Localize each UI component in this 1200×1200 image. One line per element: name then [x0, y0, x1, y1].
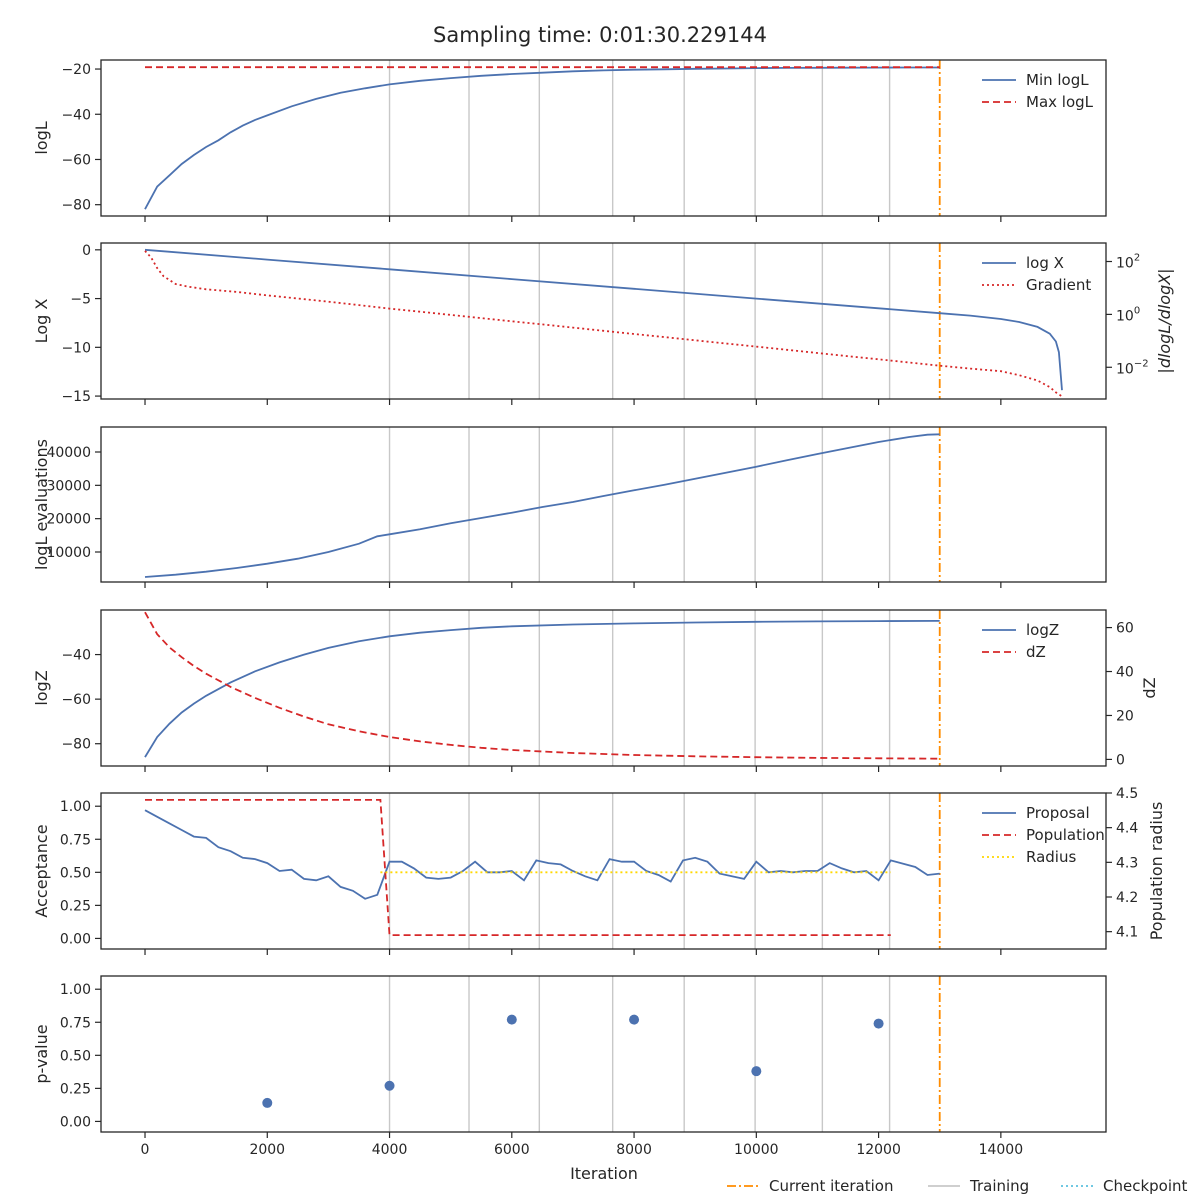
panel-1: −80 −60 −40 −20 logL Min logL Max logL	[32, 59, 1107, 222]
legend-label: Gradient	[1026, 276, 1091, 294]
y-axis-label: logL	[32, 121, 51, 154]
y-tick-label: 10000	[46, 545, 91, 561]
legend-label: logZ	[1026, 621, 1059, 639]
y-tick-label: −10	[61, 340, 91, 356]
y-tick-label: 0.50	[60, 1048, 91, 1064]
y-tick-label: 40000	[46, 445, 91, 461]
series-line-1	[144, 66, 940, 210]
y2-tick-label: 40	[1116, 665, 1134, 681]
x-tick-label: 2000	[249, 1142, 285, 1158]
y2-tick-label: 4.1	[1116, 925, 1138, 941]
x-axis-label: Iteration	[570, 1164, 638, 1183]
data-point	[384, 1080, 395, 1091]
y-tick-label: 1.00	[60, 799, 91, 815]
y-tick-label: 20000	[46, 512, 91, 528]
series-line-1	[144, 248, 1063, 391]
axes-frame	[100, 792, 1107, 950]
panel-2: 0 −5 −10 −15 102 100 10−2 Log X |dlogL/dlogX| log…	[32, 242, 1174, 405]
y2-tick-label: 0	[1116, 752, 1125, 768]
series-line-2	[145, 799, 891, 936]
x-tick-label: 14000	[979, 1142, 1024, 1158]
y-tick-label: 0.75	[60, 832, 91, 848]
data-point	[506, 1014, 517, 1025]
panel-6: 0 2000 4000 6000 8000 10000 12000 14000 0.00 0.25…	[32, 975, 1107, 1158]
axes-frame	[100, 975, 1107, 1133]
data-point	[629, 1014, 640, 1025]
legend-label: Population	[1026, 826, 1105, 844]
y2-axis-label: |dlogL/dlogX|	[1155, 268, 1174, 373]
y2-tick-label: 10−2	[1116, 358, 1149, 377]
x-tick-label: 8000	[616, 1142, 652, 1158]
axes-frame	[100, 609, 1107, 767]
y2-tick-label: 4.4	[1116, 821, 1138, 837]
x-tick-label: 0	[141, 1142, 150, 1158]
y-tick-label: −40	[61, 648, 91, 664]
y-tick-label: 0.25	[60, 1081, 91, 1097]
y-tick-label: −80	[61, 198, 91, 214]
y-tick-label: 0.50	[60, 865, 91, 881]
x-tick-label: 10000	[734, 1142, 779, 1158]
data-point	[262, 1097, 273, 1108]
y2-tick-label: 4.5	[1116, 786, 1138, 802]
y2-tick-label: 102	[1116, 253, 1140, 272]
series-line-1	[144, 620, 940, 758]
bottom-legend-label: Training	[969, 1177, 1029, 1195]
panels: −80 −60 −40 −20 logL Min logL Max logL 0 −5 −10 −1…	[32, 59, 1174, 1158]
bottom-legend-label: Checkpoint	[1103, 1177, 1188, 1195]
figure-title: Sampling time: 0:01:30.229144	[433, 23, 767, 47]
series-line-2	[144, 250, 1063, 398]
y-tick-label: −5	[70, 292, 91, 308]
panel-4: −40 −60 −80 0 20 40 60 logZ dZ logZ dZ	[32, 609, 1159, 772]
legend-label: Radius	[1026, 848, 1076, 866]
series-line-1	[144, 809, 940, 900]
y-axis-label: Acceptance	[32, 824, 51, 917]
y-tick-label: −60	[61, 692, 91, 708]
y-axis-label: p-value	[32, 1024, 51, 1083]
axes-frame	[100, 59, 1107, 217]
y2-axis-label: dZ	[1140, 677, 1159, 698]
legend-label: Proposal	[1026, 804, 1090, 822]
y-tick-label: 1.00	[60, 982, 91, 998]
bottom-legend-label: Current iteration	[769, 1177, 893, 1195]
panel-5: 0.00 0.25 0.50 0.75 1.00 4.1 4.2 4.3 4.4 4.5 Accep…	[32, 786, 1166, 955]
y-tick-label: −80	[61, 737, 91, 753]
legend-label: log X	[1026, 254, 1064, 272]
y-axis-label: Log X	[32, 299, 51, 344]
series-line-2	[144, 611, 940, 760]
bottom-legend: Current iteration Training Checkpoint	[727, 1177, 1188, 1195]
y2-tick-label: 4.3	[1116, 855, 1138, 871]
data-point	[873, 1018, 884, 1029]
y2-tick-label: 100	[1116, 305, 1140, 324]
y2-tick-label: 20	[1116, 708, 1134, 724]
axes-frame	[100, 242, 1107, 400]
axes-frame	[100, 426, 1107, 583]
y-tick-label: 0	[82, 243, 91, 259]
x-tick-label: 4000	[372, 1142, 408, 1158]
y-tick-label: −40	[61, 107, 91, 123]
series-line-1	[144, 433, 940, 578]
x-tick-label: 12000	[856, 1142, 901, 1158]
y-tick-label: −15	[61, 389, 91, 405]
y2-tick-label: 60	[1116, 621, 1134, 637]
y-axis-label: logL evaluations	[32, 439, 51, 570]
y-tick-label: −20	[61, 62, 91, 78]
y-tick-label: 0.00	[60, 1114, 91, 1130]
y2-axis-label: Population radius	[1147, 802, 1166, 941]
x-tick-label: 6000	[494, 1142, 530, 1158]
y-tick-label: 30000	[46, 478, 91, 494]
legend-label: dZ	[1026, 643, 1046, 661]
y-tick-label: 0.25	[60, 898, 91, 914]
y-tick-label: 0.00	[60, 931, 91, 947]
legend-label: Min logL	[1026, 71, 1089, 89]
data-point	[751, 1066, 762, 1077]
y-tick-label: 0.75	[60, 1015, 91, 1031]
legend-label: Max logL	[1026, 93, 1094, 111]
y-tick-label: −60	[61, 152, 91, 168]
y2-tick-label: 4.2	[1116, 890, 1138, 906]
y-axis-label: logZ	[32, 670, 51, 705]
